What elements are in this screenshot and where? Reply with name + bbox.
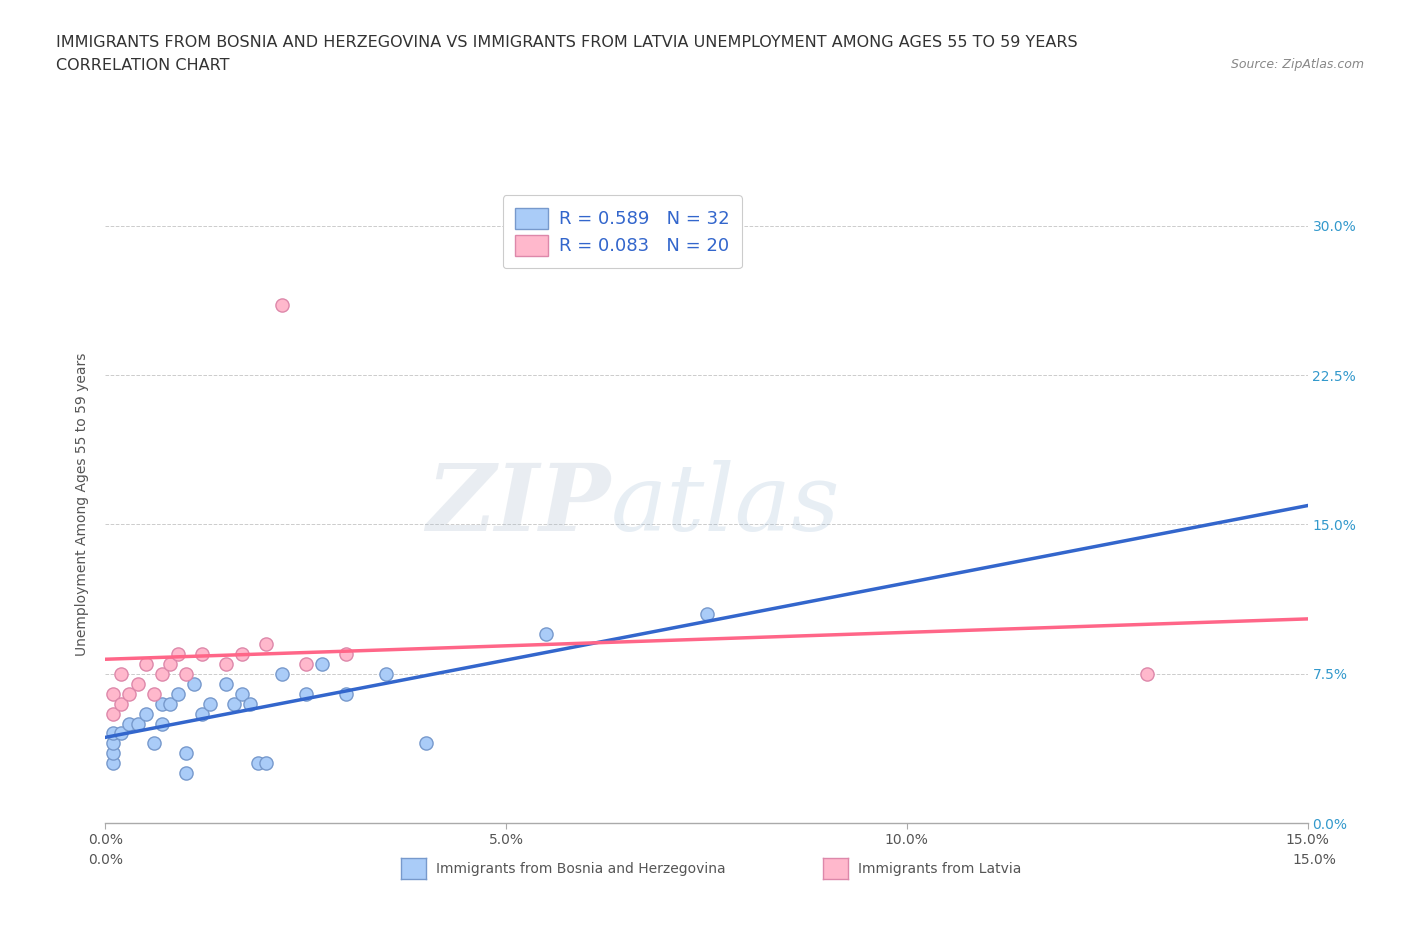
Y-axis label: Unemployment Among Ages 55 to 59 years: Unemployment Among Ages 55 to 59 years bbox=[76, 352, 90, 657]
Point bbox=[118, 686, 141, 701]
Point bbox=[214, 657, 236, 671]
Point bbox=[190, 646, 212, 661]
Point bbox=[311, 657, 333, 671]
Point bbox=[150, 716, 173, 731]
Point bbox=[127, 676, 149, 691]
Point bbox=[103, 736, 125, 751]
Point bbox=[110, 666, 132, 681]
Text: Immigrants from Latvia: Immigrants from Latvia bbox=[858, 861, 1021, 876]
Point bbox=[295, 657, 318, 671]
Point bbox=[135, 706, 157, 721]
Text: Source: ZipAtlas.com: Source: ZipAtlas.com bbox=[1230, 58, 1364, 71]
Point bbox=[335, 646, 357, 661]
Point bbox=[142, 686, 165, 701]
Point bbox=[183, 676, 205, 691]
Point bbox=[150, 697, 173, 711]
Point bbox=[214, 676, 236, 691]
Point bbox=[110, 726, 132, 741]
Point bbox=[127, 716, 149, 731]
Point bbox=[150, 666, 173, 681]
Point bbox=[174, 765, 197, 780]
Point bbox=[174, 666, 197, 681]
Point bbox=[239, 697, 262, 711]
Point bbox=[270, 298, 292, 312]
Text: 0.0%: 0.0% bbox=[89, 853, 122, 868]
Point bbox=[118, 716, 141, 731]
Point bbox=[254, 756, 277, 771]
Point bbox=[335, 686, 357, 701]
Point bbox=[270, 666, 292, 681]
Point bbox=[159, 657, 181, 671]
Text: 15.0%: 15.0% bbox=[1292, 853, 1337, 868]
Point bbox=[110, 697, 132, 711]
Point bbox=[103, 686, 125, 701]
Text: ZIP: ZIP bbox=[426, 459, 610, 550]
Text: Immigrants from Bosnia and Herzegovina: Immigrants from Bosnia and Herzegovina bbox=[436, 861, 725, 876]
Point bbox=[135, 657, 157, 671]
Point bbox=[415, 736, 437, 751]
Point bbox=[190, 706, 212, 721]
Point bbox=[246, 756, 269, 771]
Text: atlas: atlas bbox=[610, 459, 839, 550]
Point bbox=[103, 726, 125, 741]
Point bbox=[254, 636, 277, 651]
Legend: R = 0.589   N = 32, R = 0.083   N = 20: R = 0.589 N = 32, R = 0.083 N = 20 bbox=[503, 195, 742, 269]
Point bbox=[174, 746, 197, 761]
Point bbox=[231, 686, 253, 701]
Point bbox=[696, 606, 718, 621]
Point bbox=[103, 756, 125, 771]
Point bbox=[374, 666, 398, 681]
Point bbox=[166, 646, 188, 661]
Point bbox=[295, 686, 318, 701]
Point bbox=[534, 627, 557, 642]
Point bbox=[166, 686, 188, 701]
Text: IMMIGRANTS FROM BOSNIA AND HERZEGOVINA VS IMMIGRANTS FROM LATVIA UNEMPLOYMENT AM: IMMIGRANTS FROM BOSNIA AND HERZEGOVINA V… bbox=[56, 35, 1078, 50]
Point bbox=[103, 746, 125, 761]
Point bbox=[1136, 666, 1159, 681]
Point bbox=[198, 697, 221, 711]
Point bbox=[142, 736, 165, 751]
Point bbox=[231, 646, 253, 661]
Point bbox=[103, 706, 125, 721]
Text: CORRELATION CHART: CORRELATION CHART bbox=[56, 58, 229, 73]
Point bbox=[222, 697, 245, 711]
Point bbox=[159, 697, 181, 711]
